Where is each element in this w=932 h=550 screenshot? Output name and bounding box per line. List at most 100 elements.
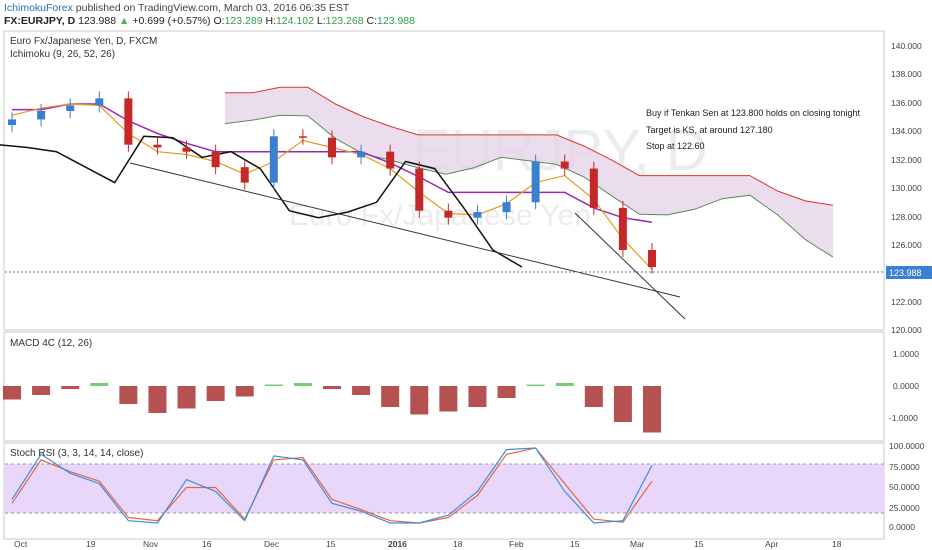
stoch-title: Stoch RSI (3, 3, 14, 14, close) [10,448,143,459]
candle-body [502,202,511,213]
stoch-axis[interactable]: 100.0000 75.0000 50.0000 25.0000 0.0000 [889,441,925,532]
note-buy: Buy if Tenkan Sen at 123.800 holds on cl… [646,108,860,118]
macd-bar [643,386,661,433]
candle-body [66,105,75,112]
candle-body [531,161,540,203]
macd-tick: -1.0000 [889,413,918,423]
candle-body [357,151,366,158]
macd-bar [497,386,516,398]
time-tick: Mar [630,539,645,549]
main-title: Euro Fx/Japanese Yen, D, FXCM [10,36,157,47]
high-value: 124.102 [275,15,314,27]
candle-body [182,147,191,152]
candle-body [269,136,278,183]
macd-bar [206,386,225,401]
macd-bar [555,383,574,386]
candle-body [153,144,162,148]
time-tick: Oct [14,539,28,549]
candle-body [589,168,598,208]
time-tick: 15 [326,539,336,549]
time-tick: 19 [86,539,96,549]
last-price-tag [886,266,932,279]
trend-line-2[interactable] [574,212,686,320]
published-text: published on TradingView.com, March 03, … [75,2,350,14]
macd-bar [235,386,254,397]
stoch-k-line [11,447,653,524]
symbol-quote-line: FX:EURJPY, D 123.988 ▲ +0.699 (+0.57%) O… [4,15,415,27]
candle-body [328,137,336,158]
macd-bar [148,386,167,413]
candle-body [240,167,249,183]
time-tick: Apr [765,539,778,549]
stoch-tick: 75.0000 [889,462,920,472]
note-target: Target is KS, at around 127.180 [646,125,773,135]
main-pane[interactable] [3,30,885,331]
price-tick: 132.000 [891,155,922,165]
macd-tick: 0.0000 [893,381,919,391]
macd-histogram [3,383,661,433]
note-stop: Stop at 122.60 [646,141,705,151]
indicator-label: Ichimoku (9, 26, 52, 26) [10,49,115,60]
macd-tick: 1.0000 [893,349,919,359]
price-tick: 120.000 [891,325,922,335]
senkou-a-line [224,114,834,258]
macd-bar [526,384,545,386]
macd-bar [177,386,196,409]
macd-bar [293,383,312,386]
macd-bar [584,386,603,407]
trend-line[interactable] [129,162,681,298]
price-tick: 134.000 [891,126,922,136]
cloud-area [224,87,833,258]
time-tick: 16 [202,539,212,549]
macd-bar [352,386,371,395]
time-tick: Nov [143,539,159,549]
kumo-cloud [224,86,834,258]
high-label: H: [265,15,276,27]
low-value: 123.268 [325,15,364,27]
open-value: 123.289 [224,15,263,27]
price-tick: 138.000 [891,69,922,79]
price-tick: 130.000 [891,183,922,193]
time-tick: 15 [570,539,580,549]
stoch-tick: 50.0000 [889,482,920,492]
macd-bar [90,383,109,386]
last-price-tag-label: 123.988 [889,268,922,278]
price-axis[interactable]: 140.000 138.000 136.000 134.000 132.000 … [891,41,922,335]
price-tick: 136.000 [891,98,922,108]
candle-body [415,168,424,211]
macd-bar [61,386,80,389]
time-tick: 18 [832,539,842,549]
candle-body [648,249,656,267]
macd-bar [323,386,341,389]
open-label: O: [213,15,225,27]
candle-body [124,98,133,145]
stoch-tick: 0.0000 [889,522,915,532]
macd-bar [468,386,487,407]
candle-body [95,98,104,106]
stoch-tick: 100.0000 [889,441,925,451]
candle-body [211,151,220,168]
macd-bar [381,386,400,407]
candle-body [298,136,307,138]
macd-axis[interactable]: 1.0000 0.0000 -1.0000 [889,349,919,423]
candle-body [8,119,16,126]
price-tick: 140.000 [891,41,922,51]
macd-bar [410,386,429,415]
macd-bar [439,386,458,412]
last-price: 123.988 [78,15,117,27]
macd-bar [32,386,51,395]
macd-bar [264,384,283,386]
candle-body [37,111,46,120]
time-axis[interactable]: Oct 19 Nov 16 Dec 15 2016 18 Feb 15 Mar … [14,539,842,549]
stoch-d-line [11,447,653,524]
change-value: +0.699 (+0.57%) [132,15,211,27]
chikou-line [0,135,523,268]
macd-bar [613,386,632,422]
time-tick: Feb [509,539,524,549]
candle-body [618,207,627,250]
candle-body [386,151,395,169]
stoch-band [5,464,884,513]
author-link[interactable]: IchimokuForex [4,2,73,14]
price-tick: 126.000 [891,240,922,250]
